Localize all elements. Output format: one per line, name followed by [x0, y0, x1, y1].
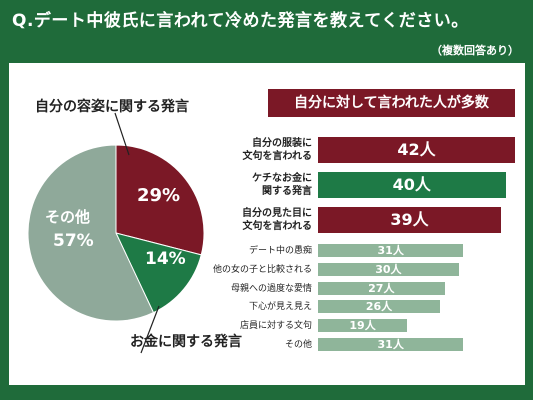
bar — [318, 319, 408, 332]
bar-category-label-line: 文句を言われる — [242, 151, 313, 162]
bar-category-label-line: 自分の見た目に — [242, 208, 312, 219]
pie-slice — [115, 144, 205, 256]
pie-value-label: 14% — [145, 249, 186, 269]
bar-category-label: その他 — [285, 339, 312, 351]
pie-value-label: 57% — [53, 231, 94, 251]
bar-category-label-line: ケチなお金に — [252, 173, 312, 184]
pie-slice — [27, 144, 155, 322]
bar-value-label: 30人 — [375, 263, 402, 276]
chart-panel: 自分に対して言われた人が多数 自分の容姿に関する発言お金に関する発言 29% 14%… — [9, 63, 525, 385]
bar-category-label: 店員に対する文句 — [240, 320, 312, 332]
pie-value-label: 29% — [137, 185, 181, 206]
bar-category-label-line: 文句を言われる — [242, 221, 313, 232]
pie-slice-label: 自分の容姿に関する発言 — [35, 99, 189, 115]
bar-category-label-line: 下心が見え見え — [248, 301, 312, 312]
pie-slice-label: お金に関する発言 — [130, 334, 242, 350]
bar-value-label: 19人 — [349, 319, 376, 332]
bar-category-label: 他の女の子と比較される — [213, 264, 312, 276]
bar-value-label: 40人 — [392, 175, 431, 194]
bar-value-label: 42人 — [397, 140, 436, 159]
pie-leader-line — [140, 305, 160, 354]
bar — [318, 244, 464, 257]
bar — [318, 207, 501, 233]
bar-category-label: 母親への過度な愛情 — [231, 283, 312, 295]
bar — [318, 282, 445, 295]
bar-category-label-line: デート中の愚痴 — [248, 245, 312, 256]
bar-category-label: デート中の愚痴 — [249, 245, 312, 257]
bar-category-label-line: その他 — [284, 339, 312, 350]
bar-category-label: 下心が見え見え — [249, 301, 312, 313]
bar-category-label-line: 他の女の子と比較される — [212, 264, 312, 275]
bar-value-label: 26人 — [365, 300, 393, 313]
bar-value-label: 27人 — [368, 282, 395, 295]
chart-subtitle: （複数回答あり） — [431, 44, 519, 57]
pie-leader-line — [114, 112, 130, 156]
bar-value-label: 31人 — [377, 338, 404, 351]
pie-chart — [27, 112, 205, 354]
bar-category-label-line: 関する発言 — [262, 186, 312, 197]
bar — [318, 137, 515, 163]
bar-value-label: 39人 — [390, 210, 429, 229]
bar — [318, 172, 506, 198]
bar-category-label-line: 店員に対する文句 — [239, 320, 312, 331]
bar-category-label-line: 母親への過度な愛情 — [230, 283, 312, 294]
bar-category-label-line: 自分の服装に — [252, 138, 312, 149]
bar-value-label: 31人 — [377, 244, 404, 257]
bar — [318, 338, 464, 351]
bar-category-label: 自分の服装に文句を言われる — [243, 137, 313, 163]
bar — [318, 263, 459, 276]
pie-slice — [115, 232, 202, 314]
chart-title: Q.デート中彼氏に言われて冷めた発言を教えてください。 — [12, 11, 469, 31]
bar-category-label: 自分の見た目に 文句を言われる — [242, 207, 312, 233]
bar-category-label: ケチなお金に関する発言 — [252, 172, 312, 198]
bar — [318, 300, 440, 313]
pie-slice-label: その他 — [45, 208, 91, 226]
bar-chart-title: 自分に対して言われた人が多数 — [268, 89, 515, 117]
